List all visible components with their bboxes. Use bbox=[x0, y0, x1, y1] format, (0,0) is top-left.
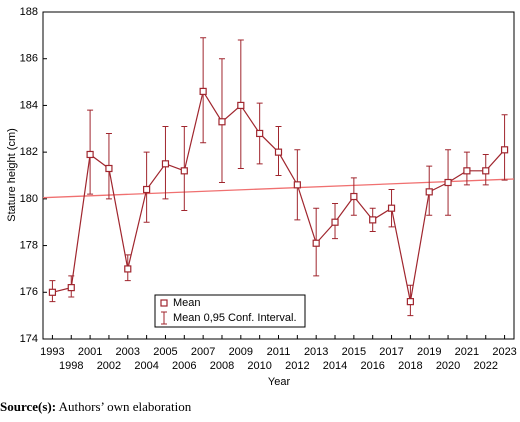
mean-marker bbox=[199, 87, 207, 96]
mean-marker bbox=[180, 167, 188, 175]
y-tick-label: 184 bbox=[20, 99, 38, 111]
legend-marker bbox=[160, 299, 168, 307]
x-tick-label: 1993 bbox=[40, 346, 64, 358]
y-axis-label: Stature height (cm) bbox=[6, 128, 18, 222]
mean-marker bbox=[67, 284, 75, 292]
x-tick-label: 2017 bbox=[379, 346, 403, 358]
mean-marker bbox=[444, 178, 452, 187]
mean-marker bbox=[312, 239, 320, 247]
y-tick-label: 182 bbox=[20, 146, 38, 158]
mean-marker bbox=[482, 167, 490, 175]
mean-marker bbox=[256, 129, 264, 138]
mean-marker bbox=[406, 298, 414, 306]
mean-marker bbox=[124, 265, 132, 273]
legend-label: Mean bbox=[173, 297, 201, 309]
mean-marker bbox=[293, 181, 301, 189]
mean-marker bbox=[387, 204, 396, 212]
source-label: Source(s): bbox=[0, 399, 56, 414]
mean-line bbox=[52, 89, 506, 302]
source-text: Authors’ own elaboration bbox=[59, 399, 192, 414]
mean-marker bbox=[48, 288, 57, 296]
mean-marker bbox=[218, 118, 226, 126]
y-tick-label: 188 bbox=[20, 6, 38, 18]
x-tick-label: 1998 bbox=[59, 360, 83, 372]
x-tick-label: 2011 bbox=[267, 346, 291, 358]
x-tick-label: 2009 bbox=[229, 346, 253, 358]
y-tick-label: 178 bbox=[20, 239, 38, 251]
x-tick-label: 2018 bbox=[398, 360, 422, 372]
x-tick-label: 2023 bbox=[492, 346, 516, 358]
legend-box bbox=[154, 294, 306, 328]
x-tick-label: 2008 bbox=[210, 360, 234, 372]
mean-marker bbox=[350, 192, 358, 201]
x-tick-label: 2019 bbox=[417, 346, 441, 358]
mean-marker bbox=[369, 216, 377, 224]
mean-marker bbox=[463, 167, 471, 175]
x-tick-label: 2021 bbox=[455, 346, 479, 358]
x-tick-label: 2014 bbox=[323, 360, 347, 372]
x-tick-label: 2005 bbox=[153, 346, 177, 358]
mean-marker bbox=[331, 218, 339, 226]
source: Source(s): Authors’ own elaboration bbox=[0, 399, 192, 414]
legend-label: Mean 0,95 Conf. Interval. bbox=[173, 312, 297, 324]
y-tick-label: 174 bbox=[20, 333, 38, 345]
y-tick-label: 180 bbox=[20, 193, 38, 205]
y-tick-label: 176 bbox=[20, 286, 38, 298]
x-tick-label: 2022 bbox=[473, 360, 497, 372]
x-tick-label: 2016 bbox=[360, 360, 384, 372]
mean-marker bbox=[143, 185, 151, 194]
mean-marker bbox=[86, 150, 94, 159]
x-tick-label: 2007 bbox=[191, 346, 215, 358]
x-tick-label: 2002 bbox=[97, 360, 121, 372]
x-tick-label: 2001 bbox=[78, 346, 102, 358]
mean-marker bbox=[105, 164, 113, 173]
x-tick-label: 2010 bbox=[247, 360, 271, 372]
mean-marker bbox=[161, 160, 170, 168]
x-tick-label: 2006 bbox=[172, 360, 196, 372]
mean-marker bbox=[237, 101, 245, 110]
y-tick-label: 186 bbox=[20, 53, 38, 65]
legend-errorbar bbox=[161, 311, 167, 325]
mean-marker bbox=[425, 188, 433, 196]
x-tick-label: 2020 bbox=[436, 360, 460, 372]
x-tick-label: 2003 bbox=[116, 346, 140, 358]
trend-line bbox=[42, 178, 515, 199]
x-tick-label: 2013 bbox=[304, 346, 328, 358]
x-axis-label: Year bbox=[268, 376, 291, 388]
x-tick-label: 2015 bbox=[342, 346, 366, 358]
mean-marker bbox=[274, 148, 283, 156]
x-tick-label: 2012 bbox=[285, 360, 309, 372]
x-tick-label: 2004 bbox=[134, 360, 158, 372]
mean-marker bbox=[500, 146, 509, 154]
